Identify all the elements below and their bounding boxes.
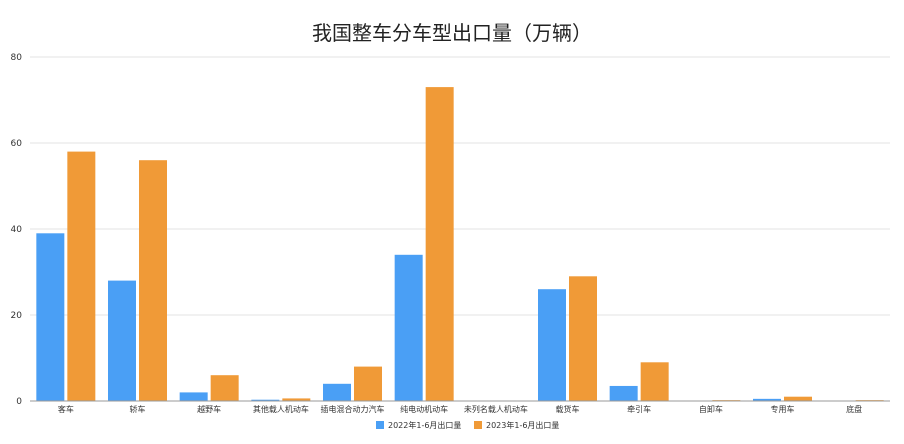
bar-2023	[640, 362, 669, 401]
bars	[36, 87, 884, 401]
y-axis-ticks: 0 20 40 60 80	[11, 53, 23, 407]
y-tick-label: 20	[11, 311, 23, 321]
bar-2022	[108, 280, 136, 401]
bar-2023	[569, 276, 597, 401]
x-tick-label: 插电混合动力汽车	[321, 404, 385, 414]
legend-label: 2022年1-6月出口量	[388, 420, 461, 430]
bar-2022	[753, 398, 781, 401]
x-tick-label: 载货车	[556, 404, 580, 414]
x-tick-label: 未列名载人机动车	[464, 404, 528, 414]
x-tick-label: 其他载人机动车	[253, 404, 309, 414]
bar-2023	[425, 87, 454, 401]
chart-title: 我国整车分车型出口量（万辆）	[312, 21, 592, 45]
x-tick-label: 越野车	[197, 404, 221, 414]
bar-2023	[282, 398, 311, 401]
x-tick-label: 客车	[58, 404, 74, 414]
bar-2022	[251, 399, 280, 401]
legend-swatch	[376, 421, 384, 429]
bar-2023	[210, 375, 239, 401]
y-tick-label: 80	[11, 53, 23, 63]
y-tick-label: 0	[16, 397, 22, 407]
bar-2023	[67, 151, 96, 401]
x-tick-label: 纯电动机动车	[400, 404, 448, 414]
y-tick-label: 40	[11, 225, 23, 235]
x-tick-label: 专用车	[771, 404, 795, 414]
bar-2023	[354, 366, 382, 401]
x-axis-labels: 客车 轿车 越野车 其他载人机动车 插电混合动力汽车 纯电动机动车 未列名载人机动车 载货车 牵…	[58, 404, 862, 414]
x-tick-label: 底盘	[846, 404, 862, 414]
bar-2022	[36, 233, 65, 401]
x-tick-label: 牵引车	[627, 404, 651, 414]
legend-swatch	[474, 421, 482, 429]
gridlines	[30, 56, 890, 316]
bar-2023	[784, 396, 812, 401]
x-tick-label: 轿车	[130, 404, 146, 414]
bar-2022	[179, 392, 208, 401]
y-tick-label: 60	[11, 139, 23, 149]
legend: 2022年1-6月出口量 2023年1-6月出口量	[376, 420, 559, 430]
bar-2022	[394, 254, 423, 401]
bar-2022	[323, 383, 351, 401]
bar-2022	[609, 385, 638, 401]
bar-2022	[538, 289, 566, 401]
x-tick-label: 自卸车	[699, 404, 723, 414]
bar-2023	[139, 160, 167, 401]
legend-label: 2023年1-6月出口量	[486, 420, 559, 430]
